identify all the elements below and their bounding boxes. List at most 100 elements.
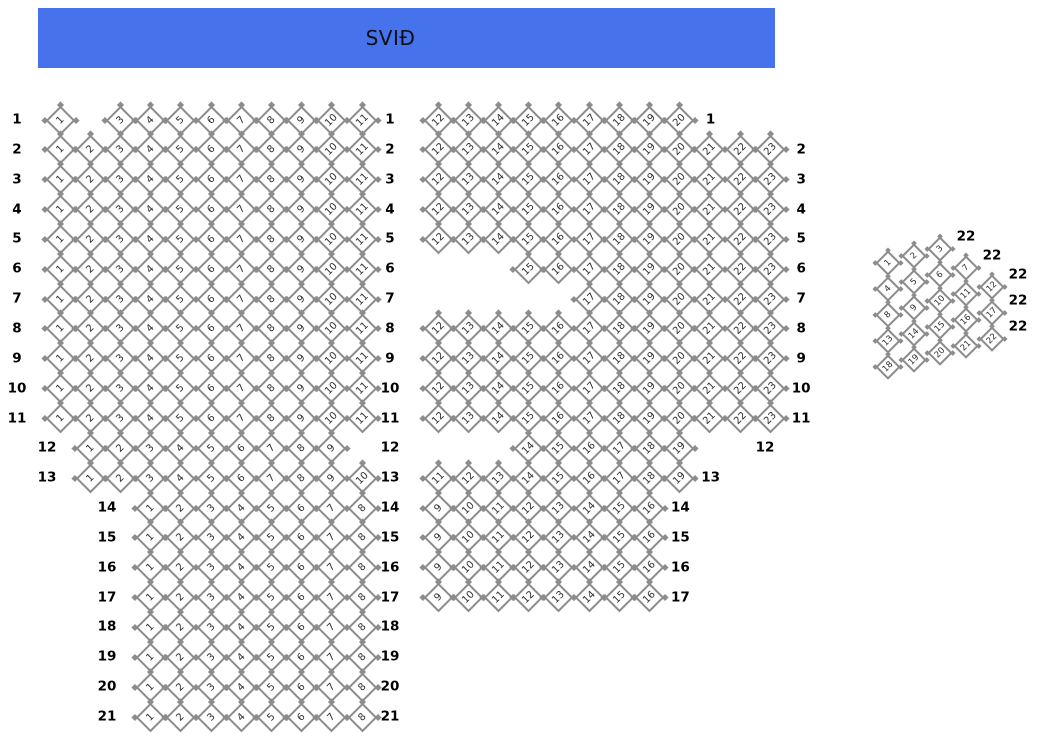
seat-number: 4: [234, 561, 247, 574]
seat[interactable]: 11: [347, 403, 382, 434]
seat[interactable]: 8: [347, 702, 382, 732]
seat-number: 10: [323, 379, 340, 397]
seat[interactable]: 22: [979, 326, 1008, 352]
seat-number: 1: [53, 352, 66, 365]
seat-number: 14: [489, 350, 507, 367]
seat-number: 4: [882, 283, 894, 295]
seat[interactable]: 4: [875, 276, 904, 302]
seat[interactable]: 19: [901, 347, 930, 373]
seat-number: 4: [144, 322, 157, 335]
seat-number: 3: [113, 203, 127, 216]
seat-number: 1: [83, 441, 96, 455]
seat-number: 13: [459, 379, 477, 397]
seat[interactable]: 15: [927, 314, 956, 340]
seat-number: 10: [323, 170, 340, 188]
seat[interactable]: 21: [953, 333, 982, 359]
seat-number: 1: [144, 591, 157, 604]
seat[interactable]: 10: [927, 288, 956, 314]
seat[interactable]: 13: [543, 582, 578, 613]
seat-number: 6: [295, 591, 308, 604]
seat-number: 13: [459, 170, 477, 188]
seat[interactable]: 12: [423, 403, 458, 434]
seat[interactable]: 16: [953, 307, 982, 333]
seat-number: 9: [295, 262, 308, 276]
seat-number: 3: [204, 650, 217, 664]
stage-banner: SVIÐ: [38, 8, 775, 68]
seat[interactable]: 14: [574, 582, 609, 613]
seat-number: 15: [519, 379, 537, 397]
seat-number: 23: [761, 141, 779, 158]
seat[interactable]: 5: [901, 269, 930, 295]
seat-number: 9: [431, 531, 444, 544]
seat[interactable]: 1: [875, 250, 904, 276]
seat[interactable]: 22: [725, 403, 760, 434]
seat[interactable]: 16: [634, 582, 669, 613]
seat-number: 11: [353, 290, 371, 308]
seat[interactable]: 9: [901, 295, 930, 321]
seat[interactable]: 9: [423, 582, 458, 613]
seat-number: 4: [234, 591, 247, 604]
seat[interactable]: 2: [901, 243, 930, 269]
seat-number: 12: [429, 111, 447, 129]
seat-number: 13: [550, 559, 567, 576]
seat[interactable]: 11: [953, 281, 982, 307]
seat[interactable]: 18: [875, 354, 904, 380]
seat-number: 20: [932, 345, 948, 361]
seat-number: 6: [234, 471, 247, 484]
seat-number: 17: [610, 439, 628, 457]
seat-number: 4: [234, 710, 247, 723]
seat-number: 19: [670, 469, 688, 487]
seat-number: 10: [323, 200, 340, 218]
seat-number: 10: [323, 320, 340, 337]
seat-number: 12: [429, 200, 447, 218]
seat-number: 3: [204, 531, 217, 544]
seat-number: 11: [353, 379, 371, 397]
seat-number: 17: [580, 141, 598, 158]
seat-number: 6: [204, 322, 217, 335]
seat-number: 4: [234, 620, 247, 634]
seat[interactable]: 3: [927, 236, 956, 262]
seat[interactable]: 21: [694, 403, 729, 434]
seat-number: 9: [295, 352, 308, 365]
seat-number: 10: [323, 290, 340, 308]
seat-number: 2: [83, 203, 96, 216]
seat-number: 7: [264, 471, 278, 484]
row-label-left: 2: [12, 141, 22, 158]
seat[interactable]: 12: [979, 274, 1008, 300]
seat[interactable]: 13: [875, 328, 904, 354]
seat-number: 4: [234, 531, 247, 544]
seat-number: 14: [489, 409, 507, 427]
seat-number: 22: [984, 331, 1000, 347]
seat[interactable]: 23: [755, 403, 790, 434]
seat-number: 7: [234, 203, 247, 216]
seat-number: 14: [489, 320, 507, 337]
seat[interactable]: 6: [927, 262, 956, 288]
seat[interactable]: 14: [901, 321, 930, 347]
seat[interactable]: 8: [875, 302, 904, 328]
seat-number: 1: [53, 412, 66, 425]
row-label-middle: 16: [380, 559, 400, 575]
seat-number: 6: [204, 232, 217, 246]
seat[interactable]: 1: [45, 403, 80, 434]
seat-number: 3: [113, 143, 127, 156]
seat[interactable]: 19: [664, 463, 699, 494]
seat-number: 9: [908, 302, 920, 314]
seat-number: 15: [519, 111, 537, 129]
seat-number: 14: [519, 469, 537, 487]
seat-number: 2: [83, 262, 96, 276]
seat[interactable]: 20: [927, 340, 956, 366]
row-label-side: 22: [1008, 318, 1028, 335]
seat-number: 6: [204, 352, 217, 365]
seat-number: 9: [295, 113, 308, 126]
row-label-left: 19: [97, 648, 117, 665]
seat-number: 7: [325, 620, 338, 634]
seat[interactable]: 7: [953, 255, 982, 281]
row-label-left: 12: [37, 439, 57, 456]
seat-number: 6: [204, 412, 217, 425]
seat-number: 15: [519, 409, 537, 427]
seat[interactable]: 2: [165, 642, 200, 673]
seat[interactable]: 7: [316, 642, 351, 673]
seat-number: 5: [264, 501, 278, 514]
seat-number: 17: [580, 170, 598, 188]
seat[interactable]: 17: [979, 300, 1008, 326]
